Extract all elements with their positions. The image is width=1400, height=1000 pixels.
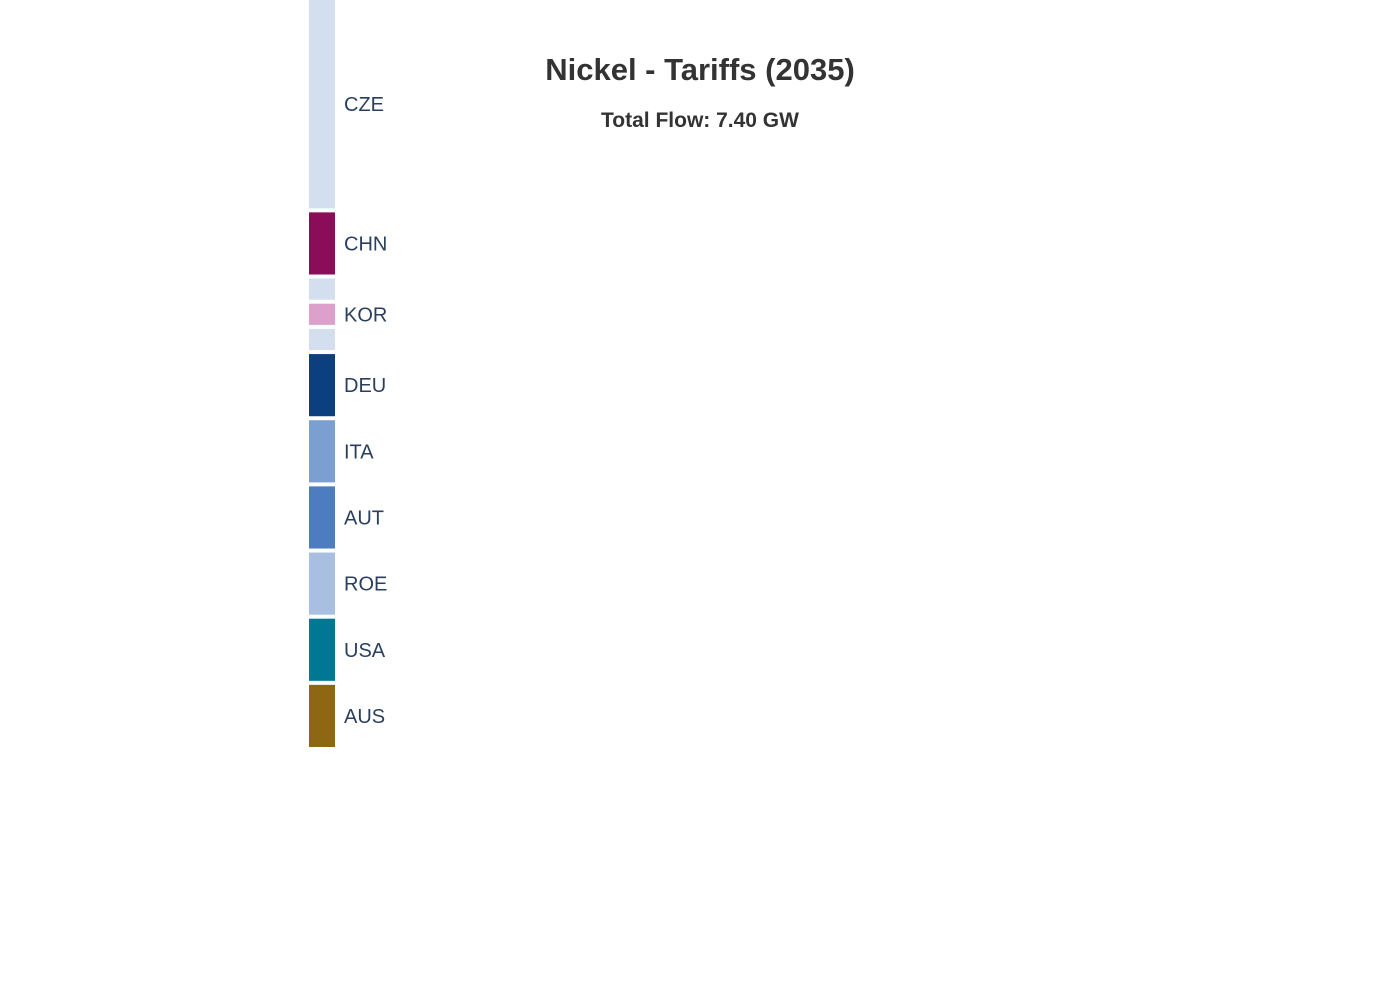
node-bar-roe[interactable] <box>309 552 335 615</box>
node-label-usa: USA <box>344 640 386 662</box>
node-label-aut: AUT <box>344 507 384 529</box>
node-bar-aus[interactable] <box>309 684 335 747</box>
node-bar-cze[interactable] <box>309 0 335 209</box>
node-label-kor: KOR <box>344 304 387 326</box>
node-bar-deu[interactable] <box>309 354 335 417</box>
node-bar-spacer-2[interactable] <box>309 278 335 300</box>
node-bar-aut[interactable] <box>309 486 335 549</box>
node-bar-usa[interactable] <box>309 618 335 681</box>
node-bar-ita[interactable] <box>309 420 335 483</box>
chart-title: Nickel - Tariffs (2035) <box>545 52 855 87</box>
node-label-roe: ROE <box>344 574 387 596</box>
node-bar-kor[interactable] <box>309 303 335 325</box>
node-label-ita: ITA <box>344 441 374 463</box>
node-label-deu: DEU <box>344 375 386 397</box>
node-bar-chn[interactable] <box>309 212 335 275</box>
node-label-cze: CZE <box>344 94 384 116</box>
node-label-aus: AUS <box>344 706 385 728</box>
chart-subtitle: Total Flow: 7.40 GW <box>601 109 799 132</box>
node-label-chn: CHN <box>344 233 387 255</box>
sankey-nodes: CZE CHN KOR DEU ITA AUT ROE USA AUS <box>309 0 387 747</box>
node-bar-spacer-4[interactable] <box>309 328 335 351</box>
